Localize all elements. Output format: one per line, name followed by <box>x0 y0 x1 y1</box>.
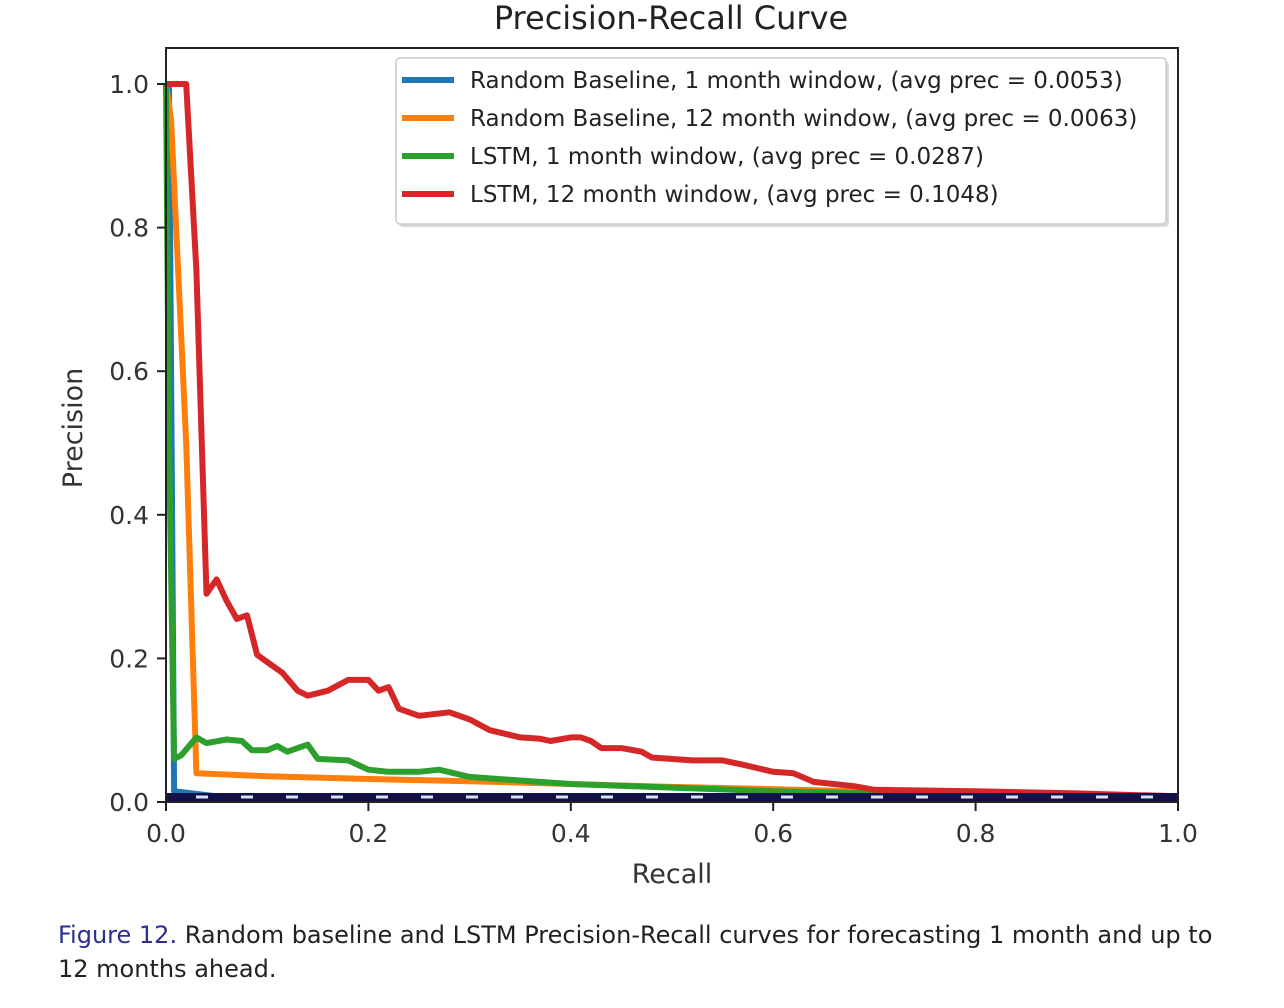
x-tick-label: 0.2 <box>349 819 389 848</box>
legend-label-2: Random Baseline, 12 month window, (avg p… <box>470 106 1137 132</box>
y-tick-label: 1.0 <box>109 70 149 99</box>
legend-label-1: Random Baseline, 1 month window, (avg pr… <box>470 68 1123 94</box>
chart-title: Precision-Recall Curve <box>494 0 848 37</box>
y-tick-label: 0.8 <box>109 214 149 243</box>
x-axis-label: Recall <box>632 859 713 890</box>
tick-layer: 0.0 0.2 0.4 0.6 0.8 1.0 0.0 0.2 0.4 0.6 0.8 1.0 <box>109 70 1198 848</box>
y-tick-label: 0.0 <box>109 788 149 817</box>
legend-label-4: LSTM, 12 month window, (avg prec = 0.104… <box>470 182 999 208</box>
series-line-4 <box>166 81 1179 800</box>
y-axis-label: Precision <box>58 368 89 488</box>
y-tick-label: 0.4 <box>109 501 149 530</box>
figure-caption: Figure 12. Random baseline and LSTM Prec… <box>58 918 1238 986</box>
y-tick-label: 0.2 <box>109 644 149 673</box>
figure-caption-text: Random baseline and LSTM Precision-Recal… <box>58 921 1213 983</box>
x-tick-label: 0.8 <box>956 819 996 848</box>
legend-box <box>395 57 1167 225</box>
legend-label-3: LSTM, 1 month window, (avg prec = 0.0287… <box>470 144 984 170</box>
precision-recall-chart: Precision-Recall Curve 0.0 0.2 0.4 0.6 0.8 1.… <box>58 0 1198 890</box>
series-line-3 <box>163 83 1179 800</box>
x-tick-label: 0.0 <box>146 819 186 848</box>
legend: Random Baseline, 1 month window, (avg pr… <box>395 57 1169 227</box>
x-tick-label: 1.0 <box>1158 819 1198 848</box>
figure-caption-label: Figure 12. <box>58 921 178 949</box>
x-tick-label: 0.4 <box>551 819 591 848</box>
y-tick-label: 0.6 <box>109 357 149 386</box>
x-tick-label: 0.6 <box>753 819 793 848</box>
plot-frame <box>165 47 1179 803</box>
